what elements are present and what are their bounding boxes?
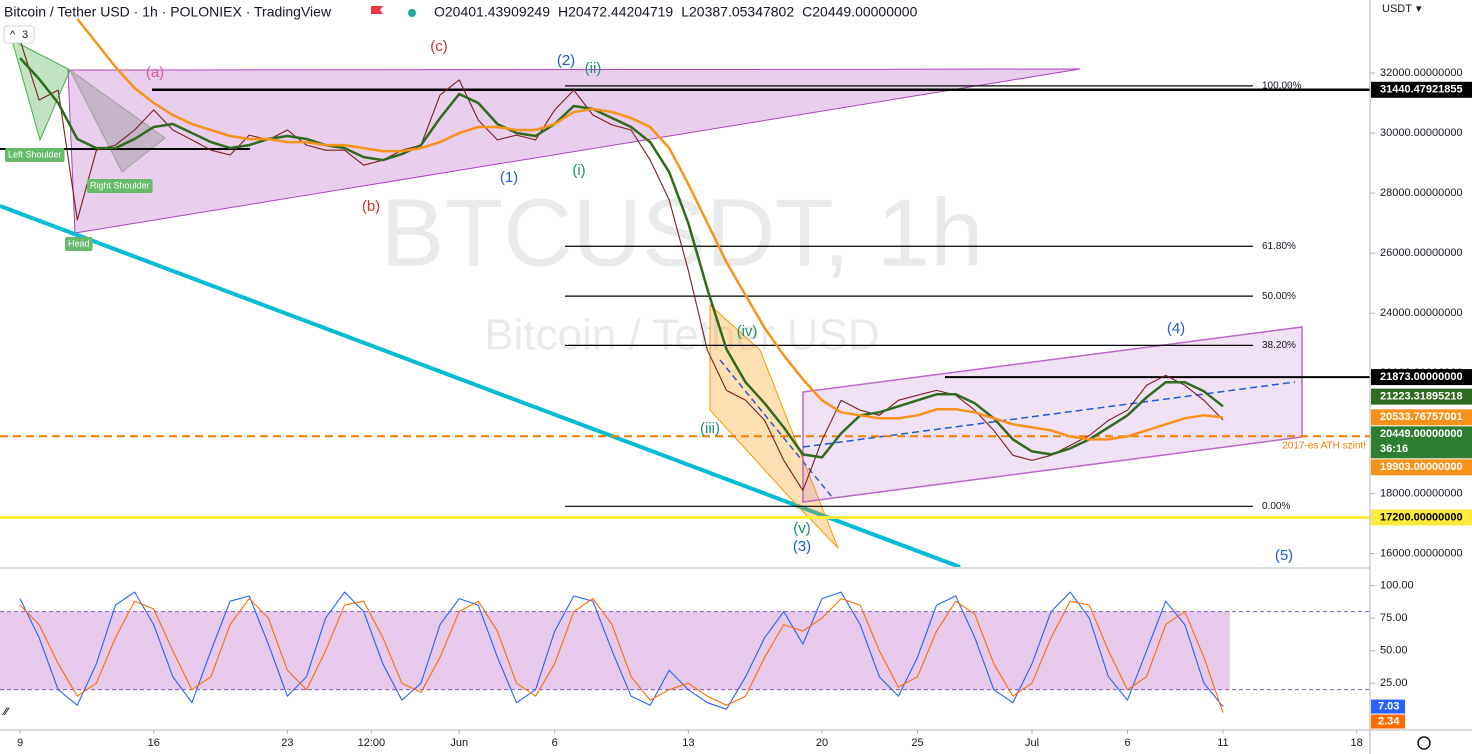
series-line: [19, 57, 1224, 459]
y-tick-label: 18000.00000000: [1380, 487, 1463, 499]
price-label: 20533.76757001: [1380, 411, 1463, 423]
x-tick-label: 6: [552, 737, 558, 749]
indicator-toggle[interactable]: [3, 25, 35, 44]
watermark-symbol: BTCUSDT, 1h: [381, 179, 984, 286]
fib-label: 100.00%: [1262, 81, 1302, 92]
wave-label: (v): [793, 520, 811, 537]
fib-label: 50.00%: [1262, 291, 1296, 302]
ohlc-value: C20449.00000000: [802, 4, 917, 20]
osc-y-tick-label: 100.00: [1380, 580, 1414, 592]
pattern-tag: Right Shoulder: [87, 179, 153, 193]
osc-value-label: 2.34: [1378, 715, 1400, 727]
ohlc-value: L20387.05347802: [681, 4, 794, 20]
axis-unit: USDT: [1382, 3, 1412, 15]
wave-label: (3): [793, 538, 811, 555]
series-line: [19, 39, 1224, 491]
wave-label: (iii): [700, 420, 720, 437]
price-label: 31440.47921855: [1380, 84, 1463, 96]
x-tick-label: 13: [682, 737, 694, 749]
wave-label: (i): [572, 162, 585, 179]
status-dot: [408, 9, 416, 17]
wave-label: (4): [1167, 320, 1185, 337]
price-label-bg: [1371, 81, 1472, 98]
x-tick-label: 12:00: [358, 737, 386, 749]
pattern-tag: Left Shoulder: [5, 148, 65, 162]
x-tick-label: Jul: [1025, 737, 1039, 749]
wave-label: (ii): [585, 60, 602, 77]
y-tick-label: 16000.00000000: [1380, 547, 1463, 559]
price-label-bg: [1371, 388, 1472, 405]
x-tick-label: Jun: [450, 737, 468, 749]
settings-gear[interactable]: [1417, 736, 1431, 750]
pattern-tag-bg: [5, 148, 65, 162]
price-label-bg: [1371, 369, 1472, 386]
x-tick-label: 18: [1351, 737, 1363, 749]
y-tick-label: 24000.00000000: [1380, 307, 1463, 319]
wave-label: (2): [557, 52, 575, 69]
indicator-caret[interactable]: ^: [10, 29, 16, 41]
triangle-pattern: [67, 68, 1081, 234]
oscillator-pane: [0, 591, 1370, 713]
x-tick-label: 9: [17, 737, 23, 749]
ohlc: O20401.43909249 H20472.44204719 L20387.053…: [434, 4, 918, 20]
x-tick-label: 20: [816, 737, 828, 749]
y-tick-label: 32000.00000000: [1380, 67, 1463, 79]
x-tick-label: 16: [148, 737, 160, 749]
fib-label: 61.80%: [1262, 241, 1296, 252]
osc-y-tick-label: 25.00: [1380, 677, 1408, 689]
x-tick-label: 11: [1217, 737, 1228, 749]
price-label: 17200.00000000: [1380, 511, 1463, 523]
osc-y-tick-label: 75.00: [1380, 612, 1408, 624]
pattern-tag-bg: [87, 179, 153, 193]
ohlc-value: H20472.44204719: [558, 4, 673, 20]
watermark-name: Bitcoin / Tether USD: [484, 311, 879, 360]
pattern-tag-label: Head: [68, 238, 90, 248]
band-fill: [0, 611, 1230, 690]
flag-icon[interactable]: [371, 6, 383, 14]
osc-value-bg: [1371, 699, 1405, 714]
wave-label: (iv): [737, 323, 758, 340]
indicator-count[interactable]: 3: [22, 29, 28, 41]
price-label: 21223.31895218: [1380, 391, 1463, 403]
price-label-bg: [1371, 426, 1472, 459]
pattern-tag-label: Left Shoulder: [8, 149, 62, 159]
tv-logo[interactable]: ⁄⁄: [1, 706, 10, 718]
x-tick-label: 25: [911, 737, 923, 749]
y-tick-label: 26000.00000000: [1380, 247, 1463, 259]
pattern-tag-bg: [65, 237, 93, 251]
fib-label: 0.00%: [1262, 501, 1290, 512]
price-label-bg: [1371, 459, 1472, 476]
osc-value-label: 7.03: [1378, 700, 1399, 712]
pattern-tag: Head: [65, 237, 93, 251]
x-tick-label: 23: [281, 737, 293, 749]
price-label-bg: [1371, 509, 1472, 526]
osc-value-bg: [1371, 714, 1405, 729]
price-label-bg: [1371, 409, 1472, 426]
price-label: 19903.00000000: [1380, 461, 1463, 473]
price-label: 21873.00000000: [1380, 371, 1463, 383]
wave-label: (c): [430, 38, 448, 55]
wave-label: (a): [146, 64, 164, 81]
x-tick-label: 6: [1124, 737, 1130, 749]
series-line: [19, 598, 1224, 713]
main-pane: BTCUSDT, 1h Bitcoin / Tether USD 100.00%…: [0, 18, 1370, 567]
ohlc-value: O20401.43909249: [434, 4, 550, 20]
symbol-title[interactable]: Bitcoin / Tether USD · 1h · POLONIEX · T…: [4, 4, 332, 20]
osc-y-tick-label: 50.00: [1380, 645, 1408, 657]
wave-label: (b): [362, 198, 380, 215]
head-shoulders-right: [69, 69, 166, 173]
fib-label: 38.20%: [1262, 340, 1296, 351]
series-line: [76, 18, 1224, 441]
wave-label: (1): [500, 169, 518, 186]
countdown: 36:16: [1380, 443, 1408, 455]
series-line: [19, 591, 1224, 710]
wave-label: (5): [1275, 547, 1293, 564]
pattern-tag-label: Right Shoulder: [90, 180, 150, 190]
y-tick-label: 30000.00000000: [1380, 127, 1463, 139]
level-note: 2017-es ATH szint!: [1282, 441, 1366, 452]
axis-unit-caret[interactable]: ▾: [1416, 3, 1422, 15]
price-label: 20449.00000000: [1380, 428, 1463, 440]
y-tick-label: 28000.00000000: [1380, 187, 1463, 199]
